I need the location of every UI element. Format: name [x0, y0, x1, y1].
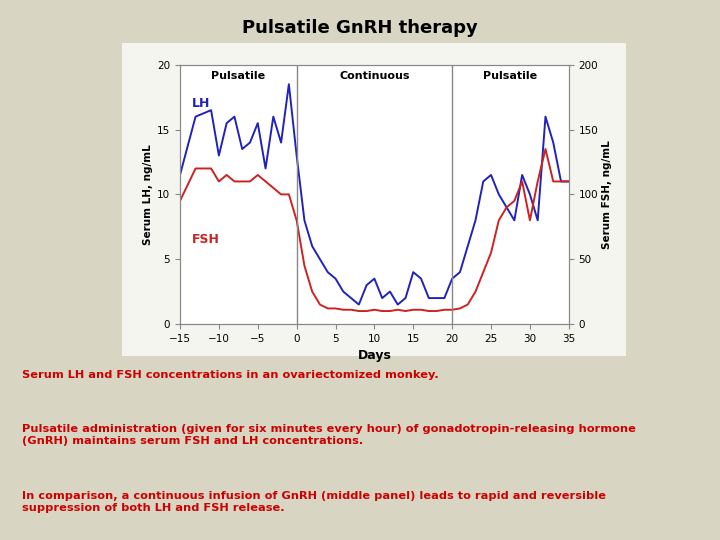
Text: In comparison, a continuous infusion of GnRH (middle panel) leads to rapid and r: In comparison, a continuous infusion of … [22, 491, 606, 513]
Text: Pulsatile: Pulsatile [211, 71, 266, 82]
Text: Pulsatile administration (given for six minutes every hour) of gonadotropin-rele: Pulsatile administration (given for six … [22, 424, 636, 446]
Text: Serum LH and FSH concentrations in an ovariectomized monkey.: Serum LH and FSH concentrations in an ov… [22, 370, 438, 380]
Text: FSH: FSH [192, 233, 220, 246]
Text: Continuous: Continuous [339, 71, 410, 82]
Text: LH: LH [192, 97, 210, 110]
Y-axis label: Serum LH, ng/mL: Serum LH, ng/mL [143, 144, 153, 245]
Text: Pulsatile GnRH therapy: Pulsatile GnRH therapy [242, 19, 478, 37]
X-axis label: Days: Days [357, 349, 392, 362]
Text: Pulsatile: Pulsatile [483, 71, 538, 82]
Y-axis label: Serum FSH, ng/mL: Serum FSH, ng/mL [603, 140, 613, 249]
